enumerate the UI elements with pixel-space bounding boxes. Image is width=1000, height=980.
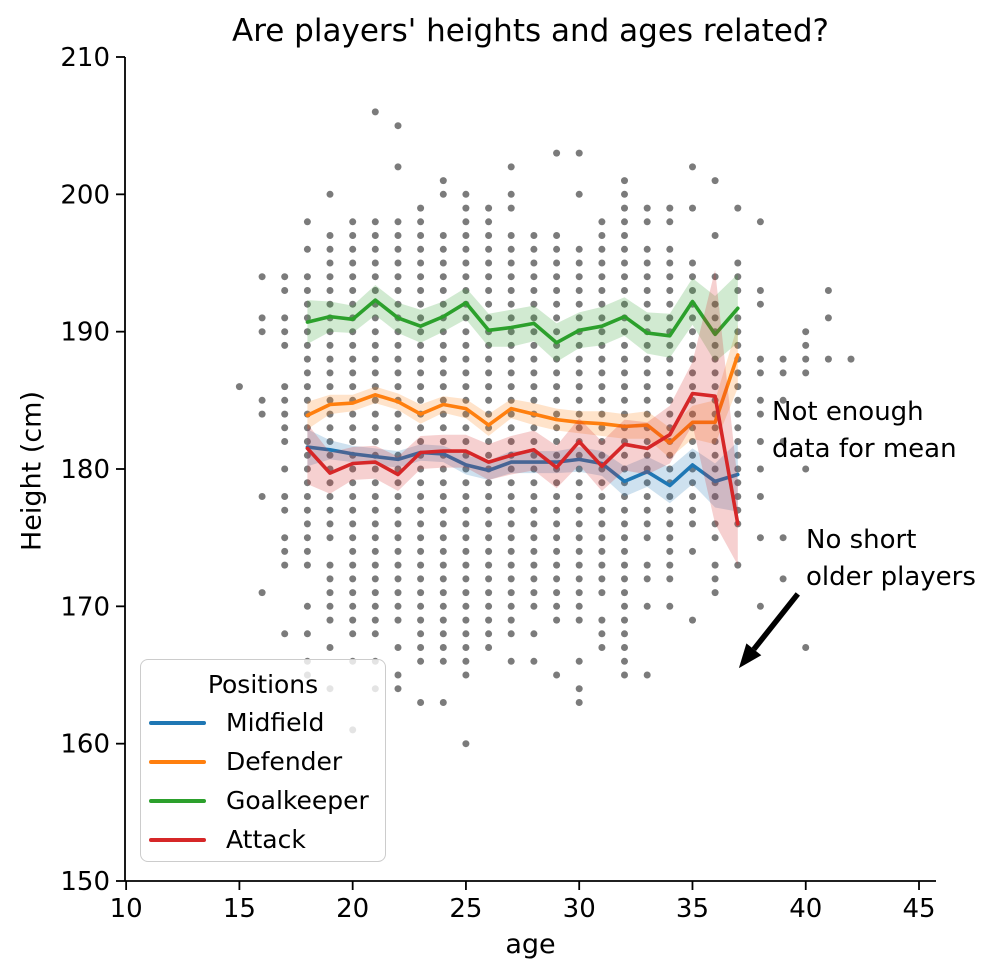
legend-item-goalkeeper: Goalkeeper <box>149 781 377 820</box>
y-tick-label: 170 <box>60 592 110 622</box>
y-tick-label: 150 <box>60 867 110 897</box>
legend: Positions Midfield Defender Goalkeeper A… <box>140 659 386 862</box>
y-tick-label: 190 <box>60 318 110 348</box>
series-goalkeeper <box>305 274 740 362</box>
confidence-band <box>307 274 738 362</box>
y-tick-label: 180 <box>60 455 110 485</box>
annotation-line: Not enough <box>772 397 924 427</box>
mean-line <box>305 391 740 526</box>
annotation-no-short-older-players: No short older players <box>806 522 976 596</box>
annotation-line: data for mean <box>772 434 957 464</box>
attack-line-swatch <box>149 837 206 842</box>
legend-item-defender: Defender <box>149 742 377 781</box>
annotation-arrow <box>738 592 800 669</box>
mean-line <box>305 353 740 445</box>
x-axis-label: age <box>505 929 556 960</box>
legend-item-label: Defender <box>226 747 343 776</box>
annotation-line: older players <box>806 562 976 592</box>
x-tick-label: 10 <box>110 894 143 924</box>
legend-item-label: Attack <box>226 825 306 854</box>
legend-title: Positions <box>207 670 319 699</box>
x-tick-label: 15 <box>223 894 256 924</box>
y-axis-label: Height (cm) <box>16 390 48 552</box>
x-tick-label: 30 <box>563 894 596 924</box>
legend-item-midfield: Midfield <box>149 703 377 742</box>
chart-title: Are players' heights and ages related? <box>231 13 830 49</box>
y-tick-label: 200 <box>60 180 110 210</box>
annotation-line: No short <box>806 525 917 555</box>
goalkeeper-line-swatch <box>149 798 206 803</box>
annotation-not-enough-data: Not enough data for mean <box>772 394 957 468</box>
x-tick-label: 35 <box>676 894 709 924</box>
legend-item-attack: Attack <box>149 820 377 859</box>
scatter-points <box>235 108 855 748</box>
confidence-band <box>307 429 738 512</box>
y-tick-label: 160 <box>60 730 110 760</box>
x-tick-label: 20 <box>336 894 369 924</box>
series-attack <box>305 269 740 566</box>
x-tick-label: 45 <box>902 894 935 924</box>
mean-line <box>305 445 740 488</box>
x-tick-label: 40 <box>789 894 822 924</box>
series-defender <box>305 324 740 458</box>
y-tick-label: 210 <box>60 43 110 73</box>
axes: 10 15 20 25 30 35 40 45 150 160 170 180 190 200 210 <box>60 43 936 924</box>
series-midfield <box>305 429 740 512</box>
x-tick-label: 25 <box>449 894 482 924</box>
defender-line-swatch <box>149 759 206 764</box>
legend-item-label: Goalkeeper <box>226 786 369 815</box>
legend-item-label: Midfield <box>226 708 325 737</box>
midfield-line-swatch <box>149 720 206 725</box>
mean-line <box>305 298 740 345</box>
